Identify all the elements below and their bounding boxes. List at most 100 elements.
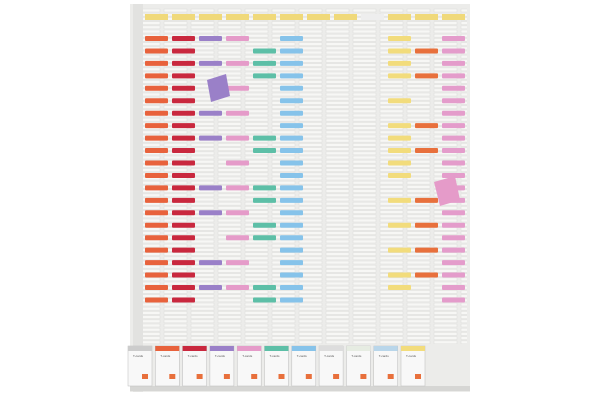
t-card <box>172 260 195 266</box>
t-card <box>253 135 276 141</box>
t-card <box>442 260 465 266</box>
card-box-stripe <box>264 346 289 351</box>
t-card <box>145 36 168 41</box>
t-card <box>199 110 222 116</box>
t-card <box>172 247 195 253</box>
t-card <box>442 36 465 41</box>
t-card <box>145 185 168 191</box>
card-box <box>373 345 398 387</box>
t-card <box>388 272 411 278</box>
t-card <box>415 247 438 253</box>
t-card <box>253 148 276 154</box>
t-card <box>388 222 411 228</box>
side-rail <box>133 4 143 392</box>
t-card <box>145 60 168 66</box>
card-box-label: T-cards <box>351 354 362 358</box>
card-box-label: T-cards <box>188 354 199 358</box>
t-card <box>280 297 303 303</box>
t-card <box>280 197 303 203</box>
t-card <box>145 135 168 141</box>
card-box-logo <box>333 374 340 379</box>
t-card <box>415 123 438 129</box>
card-box-label: T-cards <box>379 354 390 358</box>
t-card <box>388 123 411 129</box>
card-box-stripe <box>319 346 344 351</box>
t-card <box>172 110 195 116</box>
t-card <box>388 197 411 203</box>
card-box-stripe <box>346 346 371 351</box>
t-card <box>253 60 276 66</box>
card-box-label: T-cards <box>133 354 144 358</box>
t-card <box>172 272 195 278</box>
t-card <box>172 297 195 303</box>
t-card <box>388 285 411 290</box>
slot-grid <box>143 8 467 344</box>
card-box-label: T-cards <box>406 354 417 358</box>
t-card <box>280 160 303 166</box>
t-card <box>280 272 303 278</box>
t-card <box>226 260 249 266</box>
card-box-logo <box>196 374 203 379</box>
t-card <box>145 247 168 253</box>
t-card <box>415 197 438 203</box>
t-card <box>226 85 249 91</box>
card-box-logo <box>415 374 421 379</box>
t-card <box>226 210 249 216</box>
t-card <box>172 148 195 154</box>
t-card <box>226 36 249 41</box>
t-card <box>442 160 465 166</box>
t-card <box>253 222 276 228</box>
t-card <box>280 148 303 154</box>
card-box <box>127 345 153 387</box>
header-card <box>415 14 438 20</box>
t-card <box>199 60 222 66</box>
t-card <box>226 160 249 166</box>
card-box-stripe <box>155 346 180 351</box>
t-card <box>280 172 303 178</box>
t-card <box>253 48 276 54</box>
header-card <box>334 14 357 20</box>
t-card <box>388 60 411 66</box>
card-box-logo <box>278 374 285 379</box>
card-box-stripe <box>373 346 398 351</box>
t-card <box>280 247 303 253</box>
t-card <box>280 210 303 216</box>
t-card <box>199 36 222 41</box>
card-box-stripe <box>237 346 262 351</box>
t-card <box>388 48 411 54</box>
t-card <box>172 285 195 290</box>
t-card <box>145 48 168 54</box>
t-card <box>145 272 168 278</box>
card-box-logo <box>305 374 312 379</box>
t-card <box>280 222 303 228</box>
t-card <box>145 297 168 303</box>
t-card <box>199 260 222 266</box>
t-card <box>442 210 465 216</box>
t-card <box>415 148 438 154</box>
t-card <box>145 73 168 79</box>
t-card <box>145 85 168 91</box>
t-card <box>172 172 195 178</box>
card-box-label: T-cards <box>270 354 281 358</box>
t-card <box>442 123 465 129</box>
t-card <box>442 73 465 79</box>
header-card <box>388 14 411 20</box>
t-card <box>442 60 465 66</box>
t-card <box>145 110 168 116</box>
card-box-stripe <box>209 346 234 351</box>
card-box-label: T-cards <box>324 354 335 358</box>
t-card <box>253 197 276 203</box>
t-card <box>172 185 195 191</box>
t-card <box>172 60 195 66</box>
t-card <box>388 135 411 141</box>
t-card <box>226 185 249 191</box>
t-card <box>253 73 276 79</box>
t-card <box>442 222 465 228</box>
t-card <box>442 172 465 178</box>
card-box-label: T-cards <box>242 354 253 358</box>
t-card <box>280 85 303 91</box>
t-card <box>280 36 303 41</box>
t-card <box>226 135 249 141</box>
header-card <box>172 14 195 20</box>
